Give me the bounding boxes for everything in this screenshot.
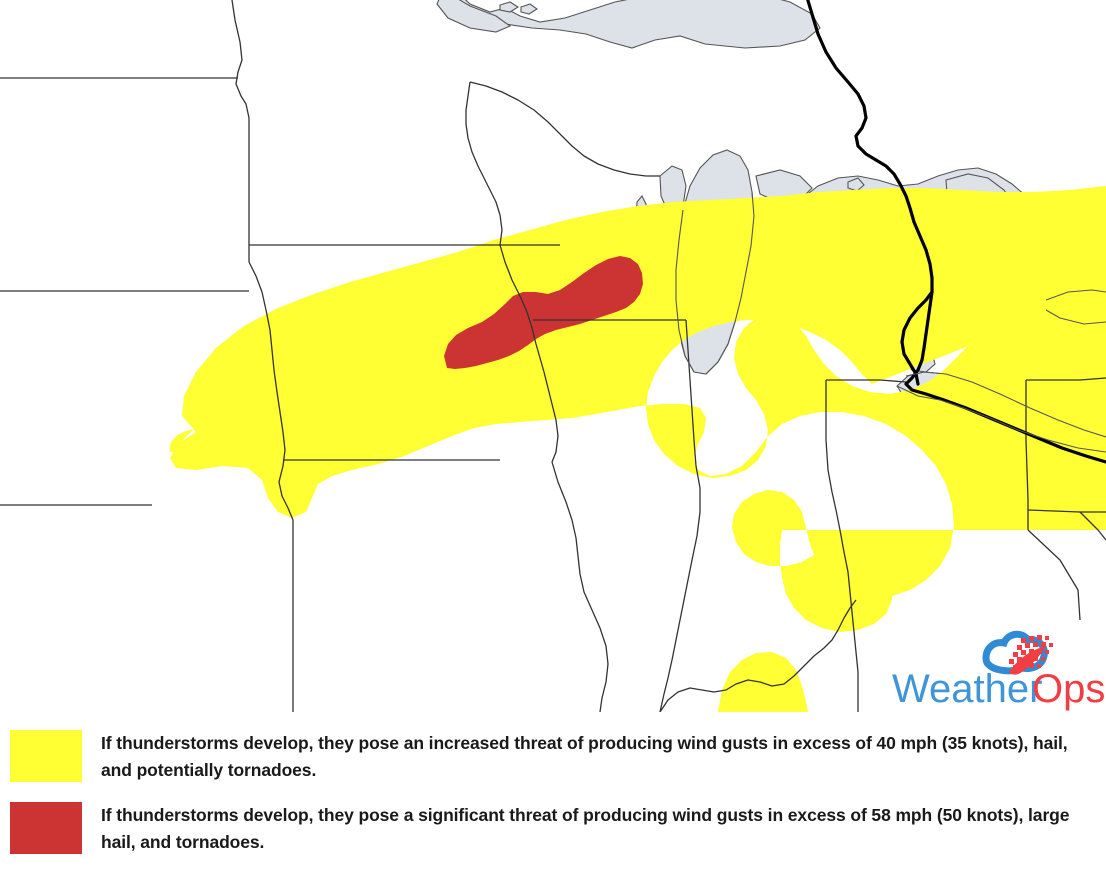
weatherops-logo[interactable]: Weather Ops . (890, 620, 1106, 712)
border-wi-mn (465, 81, 503, 246)
border-ia-ne (248, 261, 294, 521)
risk-area-yellow-body[interactable] (169, 357, 412, 452)
border-mn-west (231, 0, 250, 262)
lake-superior-island-1 (499, 1, 520, 13)
legend-item: If thunderstorms develop, they pose a si… (0, 802, 1106, 856)
cloud-icon (982, 630, 1053, 675)
coast-lake-michigan-east (705, 191, 755, 375)
logo-text-suffix: . (1094, 681, 1101, 708)
border-us-canada (806, 0, 1106, 464)
border-oh-pa (1025, 380, 1029, 530)
coast-lake-ontario-south (1045, 309, 1106, 325)
border-oh-pa-north (1026, 377, 1106, 381)
coastline-overlay (675, 191, 1106, 453)
legend-swatch-red (10, 802, 82, 854)
border-il-mo (551, 461, 609, 712)
risk-area-yellow-secondary[interactable] (718, 652, 808, 712)
border-in-ky (659, 599, 857, 712)
legend: If thunderstorms develop, they pose an i… (0, 712, 1106, 871)
coast-lake-ontario (1045, 289, 1106, 301)
coast-lake-erie-north (905, 371, 1106, 438)
international-border-layer (806, 0, 1106, 464)
legend-label-yellow: If thunderstorms develop, they pose an i… (101, 733, 1068, 780)
border-ia-il (499, 244, 559, 463)
coast-lake-michigan-west (675, 209, 695, 373)
border-oh-wv (1027, 529, 1081, 621)
state-borders-layer (0, 0, 1106, 712)
border-pa-ny-diag (1079, 511, 1106, 541)
lake-superior-west-arm (436, 0, 512, 33)
legend-label-red: If thunderstorms develop, they pose a si… (101, 805, 1070, 852)
border-us-canada-detroit (900, 290, 934, 386)
legend-item: If thunderstorms develop, they pose an i… (0, 730, 1106, 784)
risk-area-red[interactable] (444, 256, 643, 369)
risk-area-yellow[interactable] (170, 186, 1106, 632)
border-il-in (659, 319, 701, 712)
border-mi-oh (826, 379, 907, 383)
lake-huron-island (847, 177, 865, 192)
lake-superior (456, 0, 821, 49)
outlook-map[interactable]: Weather Ops . (0, 0, 1106, 712)
lake-superior-island-2 (520, 3, 538, 15)
logo-text-ops: Ops (1032, 667, 1105, 711)
logo-text-weather: Weather (892, 667, 1042, 711)
border-wi-mi (469, 81, 660, 177)
legend-swatch-yellow (10, 730, 82, 782)
halftone-swoosh (1009, 635, 1053, 670)
map-canvas (0, 0, 1106, 712)
coast-lake-erie-south (896, 385, 1106, 453)
border-in-oh (825, 380, 859, 712)
logo-svg: Weather Ops . (892, 630, 1105, 711)
